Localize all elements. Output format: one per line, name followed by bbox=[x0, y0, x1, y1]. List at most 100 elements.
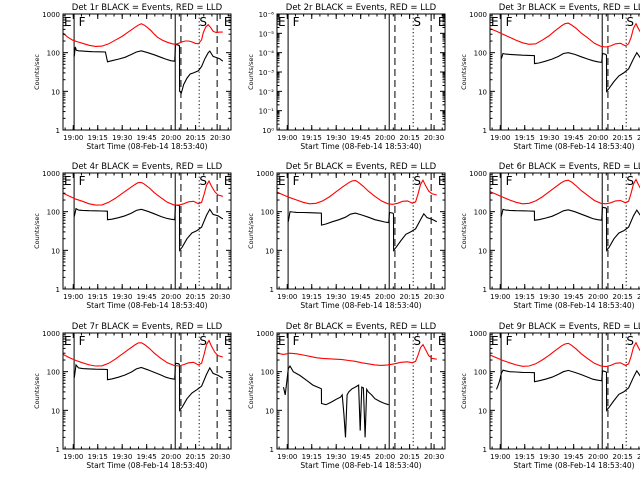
x-tick-label: 20:15 bbox=[186, 293, 206, 301]
y-axis-label: Counts/sec bbox=[247, 54, 255, 90]
x-tick-label: 20:15 bbox=[186, 453, 206, 461]
x-tick-label: 19:30 bbox=[112, 453, 132, 461]
series-events-line bbox=[73, 204, 224, 252]
x-axis-label: Start Time (08-Feb-14 18:53:40) bbox=[86, 301, 207, 310]
y-tick-label: 100 bbox=[261, 369, 274, 377]
y-tick-label: 10⁻⁶ bbox=[259, 11, 275, 19]
axes-frame bbox=[489, 172, 640, 290]
marker-label: S bbox=[626, 174, 634, 188]
axes-frame bbox=[489, 332, 640, 450]
axes-frame bbox=[489, 13, 640, 131]
x-tick-label: 20:00 bbox=[161, 453, 181, 461]
x-tick-label: 20:00 bbox=[161, 293, 181, 301]
marker-label: E bbox=[438, 15, 446, 29]
marker-label: F bbox=[293, 15, 300, 29]
marker-label: S bbox=[626, 15, 634, 29]
marker-label: F bbox=[293, 334, 300, 348]
plot-area bbox=[490, 14, 640, 130]
marker-label: F bbox=[293, 174, 300, 188]
y-tick-label: 10⁻¹ bbox=[259, 108, 275, 116]
plot-area bbox=[490, 333, 640, 449]
x-tick-label: 20:30 bbox=[637, 134, 640, 142]
x-tick-label: 19:15 bbox=[302, 453, 322, 461]
y-tick-label: 10⁰ bbox=[262, 127, 274, 135]
x-tick-label: 19:15 bbox=[515, 134, 535, 142]
y-tick-label: 1000 bbox=[256, 330, 274, 338]
panel-det-9r: Det 9r BLACK = Events, RED = LLDEFSE1101… bbox=[460, 322, 640, 470]
x-tick-label: 20:15 bbox=[400, 134, 420, 142]
marker-label: E bbox=[64, 174, 72, 188]
x-tick-label: 19:00 bbox=[490, 453, 510, 461]
y-tick-label: 10 bbox=[478, 247, 487, 255]
axes-frame bbox=[62, 172, 232, 290]
marker-label: E bbox=[224, 15, 232, 29]
series-lld-line bbox=[277, 179, 437, 205]
x-tick-label: 19:45 bbox=[564, 134, 584, 142]
series-events-line bbox=[73, 43, 224, 95]
x-tick-label: 19:45 bbox=[564, 293, 584, 301]
x-tick-label: 19:15 bbox=[515, 453, 535, 461]
y-axis-label: Counts/sec bbox=[33, 54, 41, 90]
y-tick-label: 100 bbox=[47, 369, 60, 377]
x-tick-label: 19:15 bbox=[515, 293, 535, 301]
marker-label: E bbox=[278, 15, 286, 29]
y-tick-label: 1000 bbox=[469, 11, 487, 19]
y-tick-label: 10⁻⁴ bbox=[259, 50, 275, 58]
panel-title: Det 8r BLACK = Events, RED = LLD bbox=[286, 322, 437, 332]
marker-label: S bbox=[199, 15, 207, 29]
series-lld-line bbox=[490, 178, 640, 205]
marker-label: E bbox=[64, 334, 72, 348]
marker-label: E bbox=[438, 334, 446, 348]
y-tick-label: 1 bbox=[270, 286, 274, 294]
x-tick-label: 19:30 bbox=[112, 134, 132, 142]
panel-title: Det 9r BLACK = Events, RED = LLD bbox=[499, 322, 640, 332]
marker-label: F bbox=[506, 174, 513, 188]
y-tick-label: 1 bbox=[270, 446, 274, 454]
x-tick-label: 20:15 bbox=[186, 134, 206, 142]
y-axis-label: Counts/sec bbox=[460, 373, 468, 409]
y-tick-label: 1000 bbox=[42, 11, 60, 19]
x-tick-label: 20:30 bbox=[424, 453, 444, 461]
x-tick-label: 19:30 bbox=[112, 293, 132, 301]
x-axis-label: Start Time (08-Feb-14 18:53:40) bbox=[513, 301, 634, 310]
plot-area bbox=[63, 333, 224, 449]
panel-title: Det 5r BLACK = Events, RED = LLD bbox=[286, 162, 437, 172]
marker-label: E bbox=[491, 334, 499, 348]
y-tick-label: 10 bbox=[478, 88, 487, 96]
marker-label: E bbox=[438, 174, 446, 188]
x-tick-label: 20:00 bbox=[375, 134, 395, 142]
marker-label: E bbox=[491, 174, 499, 188]
x-tick-label: 19:00 bbox=[490, 134, 510, 142]
y-tick-label: 10 bbox=[51, 88, 60, 96]
y-tick-label: 1 bbox=[56, 286, 60, 294]
series-lld-line bbox=[63, 23, 223, 47]
x-tick-label: 20:30 bbox=[637, 293, 640, 301]
x-axis-label: Start Time (08-Feb-14 18:53:40) bbox=[300, 461, 421, 470]
y-axis-label: Counts/sec bbox=[33, 373, 41, 409]
series-events-line bbox=[500, 51, 640, 93]
y-tick-label: 10⁻⁵ bbox=[259, 30, 275, 38]
x-tick-label: 20:30 bbox=[210, 134, 230, 142]
marker-label: E bbox=[278, 174, 286, 188]
x-tick-label: 19:30 bbox=[326, 293, 346, 301]
x-tick-label: 20:15 bbox=[613, 453, 633, 461]
x-tick-label: 19:30 bbox=[326, 134, 346, 142]
y-tick-label: 100 bbox=[474, 209, 487, 217]
series-events-line bbox=[495, 369, 640, 412]
y-tick-label: 10⁻² bbox=[259, 88, 275, 96]
y-tick-label: 100 bbox=[47, 209, 60, 217]
series-lld-line bbox=[277, 343, 437, 366]
marker-label: S bbox=[199, 174, 207, 188]
y-tick-label: 1 bbox=[483, 446, 487, 454]
panel-title: Det 1r BLACK = Events, RED = LLD bbox=[72, 3, 223, 13]
y-tick-label: 10 bbox=[51, 247, 60, 255]
panel-det-3r: Det 3r BLACK = Events, RED = LLDEFSE1101… bbox=[460, 3, 640, 151]
y-axis-label: Counts/sec bbox=[460, 54, 468, 90]
x-tick-label: 20:30 bbox=[210, 453, 230, 461]
y-tick-label: 10 bbox=[478, 407, 487, 415]
marker-label: S bbox=[626, 334, 634, 348]
y-axis-label: Counts/sec bbox=[247, 213, 255, 249]
plot-area bbox=[277, 173, 438, 289]
